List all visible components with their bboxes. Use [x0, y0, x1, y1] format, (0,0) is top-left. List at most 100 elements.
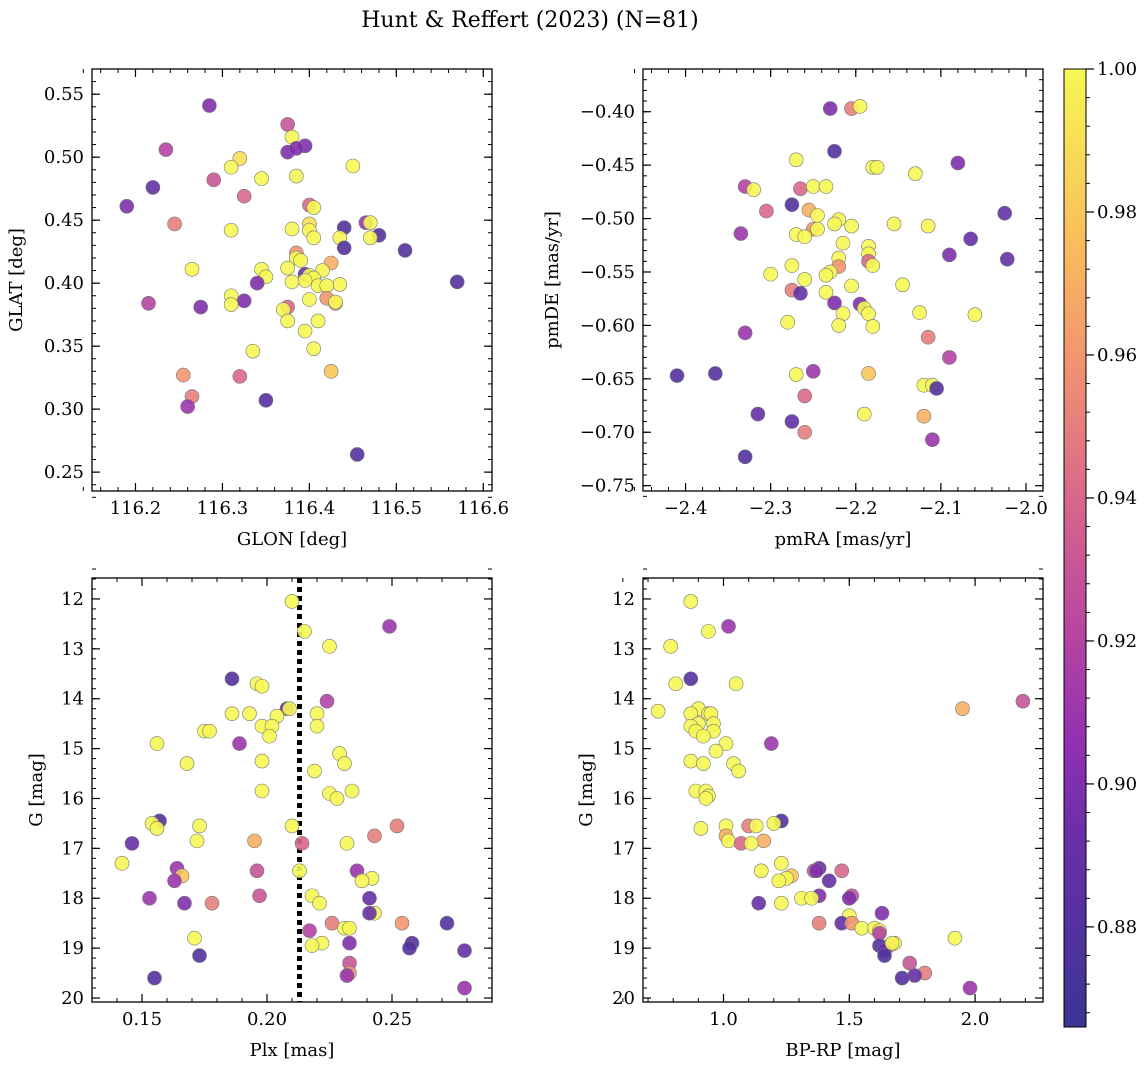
data-point — [224, 671, 240, 687]
data-point — [784, 414, 800, 429]
panel-proper-motion: −2.4 −2.3 −2.2 −2.1 −2.0 −0.75 −0.70 −0.65 −0.60… — [542, 68, 1048, 550]
axes-frame — [91, 68, 493, 492]
data-point — [297, 323, 313, 339]
axes-frame — [91, 577, 493, 1003]
data-point — [204, 895, 220, 911]
data-point — [362, 890, 377, 906]
x-tick-label: −2.4 — [664, 498, 708, 519]
data-point — [329, 791, 345, 806]
y-tick-label: 0.50 — [44, 147, 84, 168]
data-point — [865, 319, 881, 334]
x-tick-label: 1.0 — [709, 1009, 738, 1030]
colorbar-tick-label: 0.88 — [1097, 917, 1137, 938]
data-point — [834, 863, 850, 879]
data-point — [920, 218, 936, 234]
data-point — [362, 230, 378, 246]
y-tick-label: −0.65 — [580, 369, 635, 390]
y-tick-label: 0.55 — [44, 84, 84, 105]
y-tick-label: −0.45 — [580, 155, 635, 176]
data-point — [307, 763, 322, 779]
y-tick-label: 0.25 — [44, 462, 84, 483]
x-tick-label: 2.0 — [961, 1009, 990, 1030]
data-point — [119, 199, 135, 214]
data-point — [312, 895, 327, 911]
data-point — [810, 221, 825, 237]
data-point — [336, 240, 352, 256]
data-point — [861, 306, 876, 321]
data-point — [771, 873, 787, 889]
data-point — [337, 756, 352, 771]
data-point — [202, 98, 217, 113]
data-point — [167, 873, 182, 889]
axes-frame — [642, 577, 1044, 1003]
data-point — [728, 676, 744, 692]
data-point — [345, 158, 361, 174]
data-point — [766, 816, 782, 831]
panel-parallax-magnitude: 0.15 0.20 0.25 12 13 14 15 16 17 18 19 20 Plx [mas] G… — [26, 568, 493, 1061]
minor-ticks — [622, 568, 1043, 1002]
data-point — [721, 833, 736, 849]
colorbar-tick-label: 0.94 — [1097, 488, 1137, 509]
data-point — [457, 943, 472, 958]
data-point — [349, 447, 365, 462]
data-point — [797, 424, 813, 440]
data-point — [145, 180, 161, 195]
data-point — [284, 274, 300, 290]
data-point — [306, 200, 322, 215]
data-point — [962, 980, 978, 996]
colorbar-tick-label: 0.90 — [1097, 774, 1137, 795]
data-point — [916, 408, 932, 424]
data-point — [693, 821, 709, 836]
x-tick-label: 0.15 — [122, 1009, 162, 1030]
data-point — [963, 231, 978, 247]
data-point — [247, 833, 262, 849]
data-point — [242, 706, 257, 721]
data-point — [683, 671, 699, 687]
y-tick-label: 18 — [612, 888, 635, 909]
y-axis-label: GLAT [deg] — [6, 228, 27, 332]
data-point — [149, 821, 165, 836]
x-tick-label: 1.5 — [835, 1009, 864, 1030]
data-point — [683, 753, 699, 769]
x-tick-label: 116.3 — [197, 498, 249, 519]
data-point — [784, 197, 800, 212]
y-tick-label: 19 — [61, 938, 84, 959]
data-point — [304, 938, 320, 953]
data-point — [774, 856, 789, 871]
y-axis-label: G [mag] — [576, 753, 597, 826]
x-tick-label: 116.6 — [458, 498, 510, 519]
data-point — [872, 925, 887, 941]
data-point — [908, 166, 923, 181]
data-point — [696, 728, 711, 744]
data-point — [293, 253, 308, 268]
y-tick-label: 16 — [612, 788, 635, 809]
data-point — [282, 701, 297, 716]
data-point — [955, 701, 970, 716]
data-point — [818, 179, 834, 194]
data-point — [907, 968, 922, 983]
data-point — [167, 216, 182, 232]
figure-title: Hunt & Reffert (2023) (N=81) — [361, 8, 699, 33]
data-point — [362, 905, 377, 921]
y-tick-label: 12 — [612, 589, 635, 610]
data-point — [309, 718, 325, 734]
y-tick-label: 14 — [612, 689, 635, 710]
data-point — [249, 863, 265, 879]
data-point — [810, 208, 825, 223]
data-point — [950, 155, 966, 171]
data-point — [232, 369, 248, 384]
data-point — [861, 366, 876, 381]
y-tick-label: 0.30 — [44, 399, 84, 420]
x-tick-label: 116.5 — [371, 498, 423, 519]
data-point — [997, 205, 1013, 221]
data-point — [236, 188, 252, 204]
data-point — [179, 756, 195, 771]
scatter-points — [114, 578, 472, 1002]
data-point — [184, 261, 200, 277]
data-point — [877, 948, 892, 963]
data-point — [306, 341, 322, 356]
data-point — [788, 367, 804, 382]
data-point — [827, 216, 842, 232]
data-point — [701, 624, 716, 639]
data-point — [402, 940, 417, 956]
